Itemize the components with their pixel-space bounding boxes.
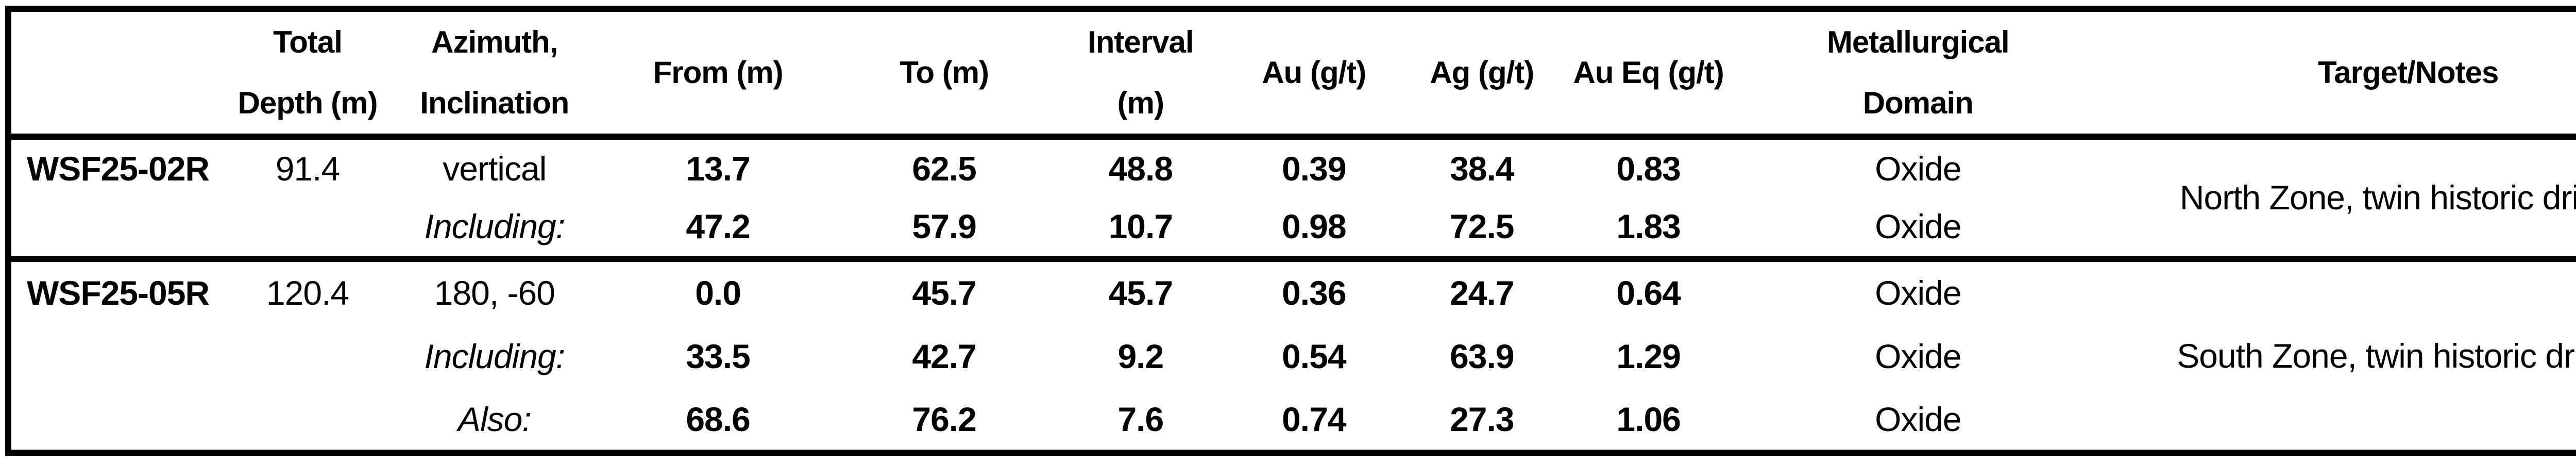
azimuth-inclination-cell: vertical bbox=[443, 150, 547, 188]
au-eq-cell: 1.06 bbox=[1616, 400, 1681, 439]
au-cell: 0.36 bbox=[1227, 255, 1401, 324]
col-header-interval: Interval (m) bbox=[1054, 9, 1228, 140]
ag-cell: 63.9 bbox=[1450, 337, 1514, 376]
table-body: WSF25-02R 91.4 vertical 13.7 62.5 48.8 0… bbox=[8, 137, 2576, 453]
azimuth-inclination-cell: Including: bbox=[424, 207, 566, 246]
hole-id-cell bbox=[8, 389, 228, 453]
au-eq-cell: 1.29 bbox=[1616, 337, 1681, 376]
metallurgical-domain-cell: Oxide bbox=[1734, 255, 2103, 324]
interval-cell: 10.7 bbox=[1108, 207, 1173, 246]
target-notes-cell: North Zone, twin historic drilling bbox=[2179, 178, 2576, 217]
ag-cell: 24.7 bbox=[1400, 255, 1564, 324]
au-eq-cell: 0.83 bbox=[1616, 150, 1681, 188]
interval-cell: 48.8 bbox=[1108, 150, 1173, 188]
table-row: WSF25-02R 91.4 vertical 13.7 62.5 48.8 0… bbox=[8, 137, 2576, 214]
to-cell: 57.9 bbox=[912, 207, 976, 246]
table-row: WSF25-05R 120.4 180, -60 0.0 45.7 45.7 0… bbox=[8, 255, 2576, 453]
col-header-target-notes: Target/Notes bbox=[2102, 9, 2576, 140]
metallurgical-domain-cell: Oxide bbox=[1875, 150, 1961, 188]
table-row: Including: 47.2 57.9 10.7 0.98 72.5 1.83… bbox=[8, 197, 2576, 258]
table-row: Also: 68.6 76.2 7.6 0.74 27.3 1.06 Oxide bbox=[8, 389, 2576, 453]
col-header-total-depth: Total Depth (m) bbox=[227, 9, 388, 140]
total-depth-cell bbox=[228, 324, 387, 389]
au-cell: 0.54 bbox=[1282, 337, 1346, 376]
total-depth-cell bbox=[228, 389, 387, 453]
drill-results-table: Total Depth (m) Azimuth, Inclination Fro… bbox=[5, 6, 2576, 456]
ag-cell: 27.3 bbox=[1450, 400, 1514, 439]
ag-cell: 72.5 bbox=[1450, 207, 1514, 246]
azimuth-inclination-cell: 180, -60 bbox=[387, 255, 602, 324]
to-cell: 62.5 bbox=[912, 150, 976, 188]
header-row: Total Depth (m) Azimuth, Inclination Fro… bbox=[8, 9, 2576, 140]
interval-cell: 7.6 bbox=[1117, 400, 1164, 439]
au-eq-cell: 0.64 bbox=[1563, 255, 1734, 324]
hole-id-cell: WSF25-05R bbox=[8, 255, 228, 324]
to-cell: 76.2 bbox=[912, 400, 976, 439]
col-header-au-eq: Au Eq (g/t) bbox=[1563, 9, 1734, 140]
azimuth-inclination-cell: Including: bbox=[424, 337, 566, 376]
col-header-hole-id bbox=[8, 9, 228, 140]
hole-id-cell bbox=[8, 324, 228, 389]
target-notes-cell: South Zone, twin historic drilling bbox=[2102, 255, 2576, 453]
from-cell: 13.7 bbox=[686, 150, 750, 188]
from-cell: 47.2 bbox=[686, 207, 750, 246]
au-cell: 0.98 bbox=[1282, 207, 1346, 246]
to-cell: 42.7 bbox=[912, 337, 976, 376]
hole-id-cell bbox=[8, 197, 228, 258]
total-depth-cell: 120.4 bbox=[227, 255, 388, 324]
col-header-ag: Ag (g/t) bbox=[1400, 9, 1564, 140]
col-header-metallurgical-domain: Metallurgical Domain bbox=[1734, 9, 2103, 140]
au-eq-cell: 1.83 bbox=[1616, 207, 1681, 246]
total-depth-cell bbox=[228, 197, 387, 258]
col-header-to: To (m) bbox=[834, 9, 1054, 140]
from-cell: 0.0 bbox=[601, 255, 835, 324]
to-cell: 45.7 bbox=[834, 255, 1054, 324]
total-depth-cell: 91.4 bbox=[275, 150, 340, 188]
from-cell: 68.6 bbox=[686, 400, 750, 439]
metallurgical-domain-cell: Oxide bbox=[1875, 207, 1961, 246]
metallurgical-domain-cell: Oxide bbox=[1875, 337, 1961, 376]
ag-cell: 38.4 bbox=[1450, 150, 1514, 188]
interval-cell: 9.2 bbox=[1117, 337, 1164, 376]
table-header: Total Depth (m) Azimuth, Inclination Fro… bbox=[8, 9, 2576, 140]
col-header-from: From (m) bbox=[601, 9, 835, 140]
hole-id-cell: WSF25-02R bbox=[27, 150, 210, 188]
table-row: Including: 33.5 42.7 9.2 0.54 63.9 1.29 … bbox=[8, 324, 2576, 389]
from-cell: 33.5 bbox=[686, 337, 750, 376]
col-header-au: Au (g/t) bbox=[1227, 9, 1401, 140]
azimuth-inclination-cell: Also: bbox=[457, 400, 532, 439]
au-cell: 0.39 bbox=[1282, 150, 1346, 188]
au-cell: 0.74 bbox=[1282, 400, 1346, 439]
col-header-azimuth-inclination: Azimuth, Inclination bbox=[387, 9, 602, 140]
metallurgical-domain-cell: Oxide bbox=[1875, 400, 1961, 439]
interval-cell: 45.7 bbox=[1054, 255, 1228, 324]
